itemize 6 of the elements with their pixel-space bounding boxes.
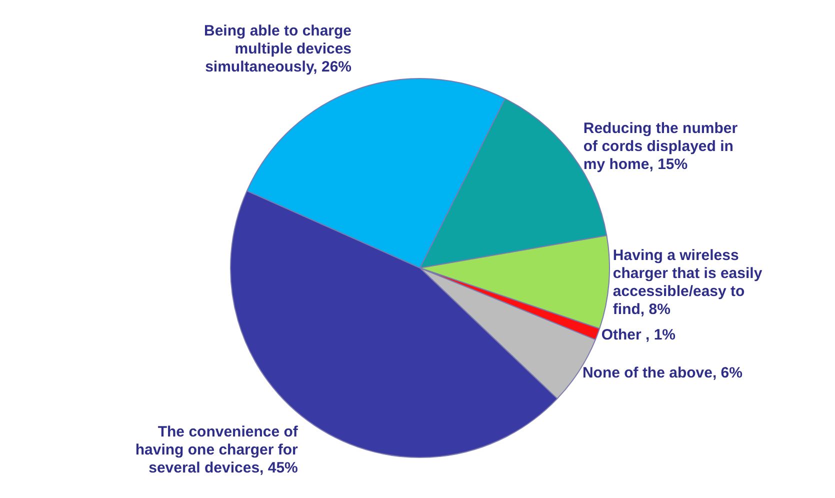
slice-label: None of the above, 6%: [582, 364, 742, 382]
slice-label: The convenience of having one charger for several devices, 45%: [135, 424, 299, 477]
slice-label: Having a wireless charger that is easily accessible/easy to find, 8%: [612, 246, 763, 318]
slice-label: Other , 1%: [601, 326, 676, 344]
slice-label: Being able to charge multiple devices simultaneously, 26%: [204, 22, 352, 76]
slice-label: Reducing the number of cords displayed in my home, 15%: [583, 120, 738, 173]
